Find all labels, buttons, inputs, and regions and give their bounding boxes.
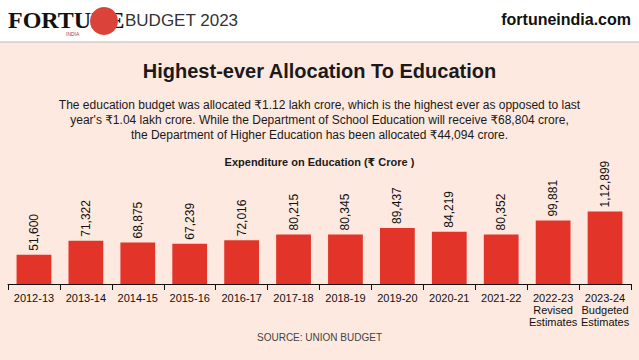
svg-text:68,875: 68,875 [131, 201, 145, 238]
svg-text:2020-21: 2020-21 [429, 292, 469, 304]
svg-text:99,881: 99,881 [546, 180, 560, 217]
svg-text:1,12,899: 1,12,899 [598, 160, 612, 207]
svg-text:fortuneindia.com: fortuneindia.com [501, 11, 631, 28]
svg-text:2018-19: 2018-19 [325, 292, 365, 304]
svg-text:Revised: Revised [533, 304, 573, 316]
svg-text:Estimates: Estimates [581, 316, 630, 328]
svg-text:72,016: 72,016 [235, 199, 249, 236]
svg-text:2016-17: 2016-17 [221, 292, 261, 304]
svg-text:2019-20: 2019-20 [377, 292, 417, 304]
svg-text:year's ₹1.04 lakh crore. While: year's ₹1.04 lakh crore. While the Depar… [70, 113, 568, 127]
svg-text:80,345: 80,345 [338, 193, 352, 230]
svg-text:80,215: 80,215 [287, 193, 301, 230]
svg-text:INDIA: INDIA [66, 31, 80, 37]
svg-text:2021-22: 2021-22 [481, 292, 521, 304]
svg-text:Budgeted: Budgeted [581, 304, 628, 316]
svg-text:89,437: 89,437 [390, 187, 404, 224]
svg-text:2022-23: 2022-23 [533, 292, 573, 304]
svg-text:2014-15: 2014-15 [118, 292, 158, 304]
svg-text:Estimates: Estimates [529, 316, 578, 328]
svg-text:The education budget was alloc: The education budget was allocated ₹1.12… [59, 98, 581, 112]
svg-text:FORTUNE: FORTUNE [8, 7, 125, 33]
svg-text:2015-16: 2015-16 [170, 292, 210, 304]
svg-text:2013-14: 2013-14 [66, 292, 106, 304]
svg-text:BUDGET 2023: BUDGET 2023 [125, 11, 238, 30]
svg-text:2012-13: 2012-13 [14, 292, 54, 304]
svg-text:the Department of Higher Educa: the Department of Higher Education has b… [131, 128, 508, 142]
svg-text:2017-18: 2017-18 [273, 292, 313, 304]
svg-text:Expenditure on Education (₹ Cr: Expenditure on Education (₹ Crore ) [225, 156, 415, 168]
svg-text:67,239: 67,239 [183, 203, 197, 240]
svg-text:71,322: 71,322 [79, 200, 93, 237]
svg-text:80,352: 80,352 [494, 193, 508, 230]
svg-text:51,600: 51,600 [27, 214, 41, 251]
svg-text:Highest-ever Allocation To Edu: Highest-ever Allocation To Education [143, 60, 496, 82]
svg-text:84,219: 84,219 [442, 191, 456, 228]
svg-text:2023-24: 2023-24 [585, 292, 625, 304]
svg-text:SOURCE: UNION BUDGET: SOURCE: UNION BUDGET [257, 332, 382, 343]
